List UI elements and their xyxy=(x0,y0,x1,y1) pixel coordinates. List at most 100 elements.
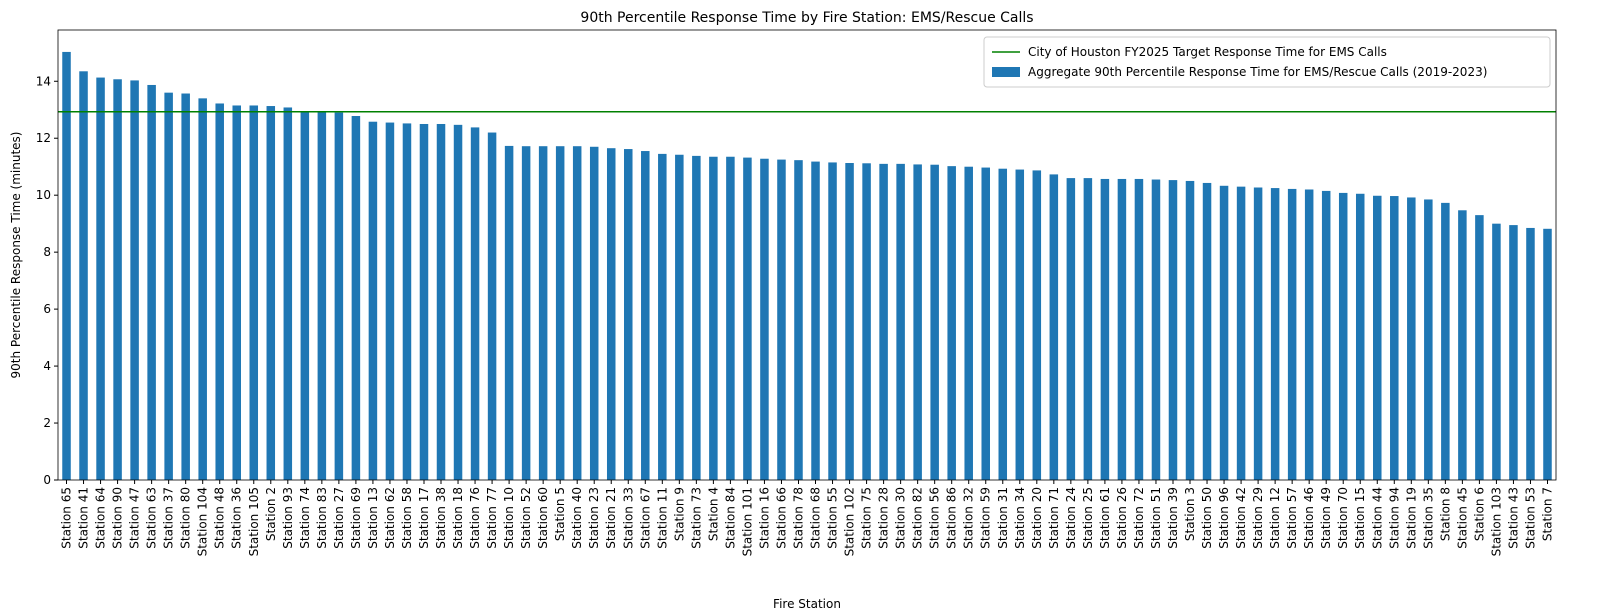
y-tick-label: 2 xyxy=(43,416,51,430)
bar xyxy=(1270,188,1280,480)
x-tick-label: Station 18 xyxy=(451,487,465,549)
bar xyxy=(1526,227,1535,480)
x-tick-label: Station 32 xyxy=(962,487,976,549)
x-tick-label: Station 9 xyxy=(672,487,686,541)
bar xyxy=(1287,188,1297,480)
bar xyxy=(1458,210,1467,481)
x-tick-label: Station 15 xyxy=(1353,487,1367,549)
x-tick-label: Station 65 xyxy=(60,487,74,549)
x-tick-label: Station 41 xyxy=(77,487,91,549)
bar xyxy=(606,148,616,480)
x-tick-label: Station 37 xyxy=(162,487,176,549)
bar xyxy=(402,123,412,480)
x-tick-label: Station 105 xyxy=(247,487,261,556)
x-tick-label: Station 61 xyxy=(1098,487,1112,549)
x-tick-label: Station 2 xyxy=(264,487,278,541)
bar xyxy=(1424,199,1433,480)
bar xyxy=(709,156,718,480)
x-tick-label: Station 31 xyxy=(996,487,1010,549)
legend-label: Aggregate 90th Percentile Response Time … xyxy=(1028,65,1487,79)
bar xyxy=(641,151,650,480)
bar xyxy=(913,164,922,481)
bar xyxy=(743,157,752,480)
bar xyxy=(317,112,327,480)
x-tick-label: Station 33 xyxy=(621,487,635,549)
bar xyxy=(538,146,548,481)
bar xyxy=(385,122,395,480)
x-tick-label: Station 93 xyxy=(281,487,295,549)
bar xyxy=(368,121,378,480)
x-tick-label: Station 52 xyxy=(519,487,533,549)
bar xyxy=(845,163,854,480)
bar xyxy=(1100,178,1110,481)
bar xyxy=(964,166,973,480)
x-tick-label: Station 16 xyxy=(757,487,771,549)
x-tick-label: Station 102 xyxy=(843,487,857,556)
bar xyxy=(675,154,684,481)
x-tick-label: Station 4 xyxy=(706,487,720,541)
x-tick-label: Station 72 xyxy=(1132,487,1146,549)
bar xyxy=(947,166,956,481)
x-tick-label: Station 71 xyxy=(1047,487,1061,549)
x-tick-label: Station 96 xyxy=(1217,487,1231,549)
bar xyxy=(1441,202,1450,480)
y-tick-label: 4 xyxy=(43,359,51,373)
bar xyxy=(351,116,361,480)
x-tick-label: Station 3 xyxy=(1183,487,1197,541)
x-tick-label: Station 27 xyxy=(332,487,346,549)
bar xyxy=(283,107,293,480)
x-tick-label: Station 73 xyxy=(689,487,703,549)
bar xyxy=(1117,178,1127,481)
x-tick-label: Station 43 xyxy=(1506,487,1520,549)
x-tick-label: Station 57 xyxy=(1285,487,1299,549)
bar xyxy=(1407,197,1416,480)
bar xyxy=(147,84,156,480)
bar xyxy=(1202,182,1212,480)
bar xyxy=(555,146,565,481)
x-tick-label: Station 75 xyxy=(860,487,874,549)
bar xyxy=(1049,174,1059,480)
y-tick-label: 10 xyxy=(36,188,51,202)
bar xyxy=(1185,180,1195,480)
x-tick-label: Station 34 xyxy=(1013,487,1027,549)
y-tick-label: 6 xyxy=(43,302,51,316)
x-tick-label: Station 101 xyxy=(740,487,754,556)
bar xyxy=(862,163,871,480)
x-tick-label: Station 36 xyxy=(230,487,244,549)
bar xyxy=(130,80,139,481)
bar xyxy=(181,93,190,480)
x-tick-label: Station 6 xyxy=(1472,487,1486,541)
x-tick-label: Station 13 xyxy=(366,487,380,549)
bar xyxy=(589,146,599,480)
x-tick-label: Station 8 xyxy=(1438,487,1452,541)
x-tick-label: Station 51 xyxy=(1149,487,1163,549)
x-tick-label: Station 77 xyxy=(485,487,499,549)
x-tick-label: Station 80 xyxy=(179,487,193,549)
bar xyxy=(79,71,88,480)
bar xyxy=(1032,170,1042,481)
x-tick-label: Station 40 xyxy=(570,487,584,549)
bar xyxy=(215,103,224,480)
x-tick-label: Station 28 xyxy=(877,487,891,549)
bar xyxy=(777,159,786,480)
x-tick-label: Station 26 xyxy=(1115,487,1129,549)
x-tick-label: Station 64 xyxy=(94,487,108,549)
chart-title: 90th Percentile Response Time by Fire St… xyxy=(580,10,1033,26)
bar xyxy=(726,156,735,480)
bar xyxy=(1219,185,1229,480)
y-tick-label: 8 xyxy=(43,245,51,259)
x-tick-label: Station 24 xyxy=(1064,487,1078,549)
bar xyxy=(794,160,803,480)
bar xyxy=(504,145,514,480)
x-tick-label: Station 94 xyxy=(1387,487,1401,549)
bar xyxy=(1475,215,1484,480)
bar xyxy=(436,123,446,481)
bar xyxy=(249,105,259,481)
bar xyxy=(896,163,905,480)
legend-box xyxy=(983,36,1551,88)
plot-frame xyxy=(57,29,1557,481)
bar xyxy=(930,164,939,480)
x-tick-label: Station 104 xyxy=(196,487,210,556)
x-tick-label: Station 90 xyxy=(111,487,125,549)
